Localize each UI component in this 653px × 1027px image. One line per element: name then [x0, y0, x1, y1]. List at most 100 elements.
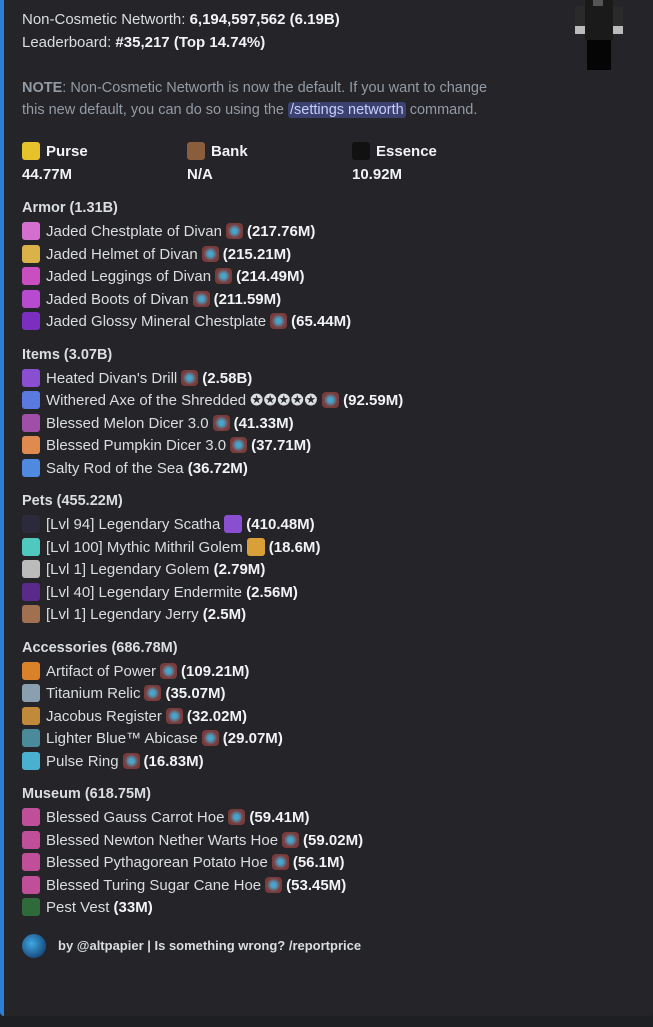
field-value: N/A: [187, 166, 213, 183]
section-title: Items (3.07B): [22, 346, 113, 363]
item-name: Blessed Turing Sugar Cane Hoe: [46, 876, 262, 894]
gemstone-icon: [270, 313, 288, 329]
item-name: Withered Axe of the Shredded: [46, 392, 247, 409]
item-icon: [22, 458, 40, 477]
field-name: Essence: [352, 141, 517, 163]
list-item: [Lvl 94] Legendary Scatha (410.48M): [22, 514, 653, 537]
item-value: (33M): [113, 899, 153, 916]
item-icon: [22, 368, 40, 387]
item-value: (29.07M): [222, 730, 283, 747]
item-name: [Lvl 1] Legendary Golem: [46, 561, 210, 578]
list-item: Jaded Leggings of Divan (214.49M): [22, 266, 653, 289]
section-title: Armor (1.31B): [22, 200, 118, 216]
item-icon: [22, 582, 40, 601]
networth-sections: Armor (1.31B) Jaded Chestplate of Divan (2…: [22, 196, 653, 920]
gemstone-icon: [230, 437, 248, 453]
item-icon: [22, 706, 40, 725]
list-item: [Lvl 40] Legendary Endermite (2.56M): [22, 582, 653, 605]
item-value: (37.71M): [251, 437, 312, 454]
gemstone-icon: [322, 392, 340, 408]
gemstone-icon: [271, 854, 289, 870]
field-name: Purse: [22, 141, 187, 163]
leaderboard-line: Leaderboard: #35,217 (Top 14.74%): [22, 33, 266, 51]
item-name: Jaded Boots of Divan: [46, 290, 189, 308]
item-icon: [22, 853, 40, 871]
item-name: Blessed Melon Dicer 3.0: [46, 414, 209, 432]
item-icon: [22, 560, 40, 578]
item-value: (215.21M): [222, 245, 292, 263]
footer-text: by @altpapier | Is something wrong? /rep…: [58, 938, 362, 953]
item-value: (18.6M): [268, 538, 321, 556]
footer-avatar-icon: [22, 933, 46, 958]
item-value: (2.79M): [213, 561, 266, 578]
item-value: (214.49M): [236, 268, 305, 285]
list-item: Jaded Boots of Divan (211.59M): [22, 289, 653, 312]
list-item: [Lvl 100] Mythic Mithril Golem (18.6M): [22, 537, 653, 560]
list-item: Withered Axe of the Shredded ✪✪✪✪✪ (92.59…: [22, 390, 653, 413]
item-value: (36.72M): [187, 459, 248, 477]
gemstone-icon: [192, 290, 210, 307]
section-title: Museum (618.75M): [22, 786, 151, 802]
summary-fields: Purse 44.77M Bank N/A Essence 10.92M: [22, 141, 653, 187]
networth-line: Non-Cosmetic Networth: 6,194,597,562 (6.…: [22, 11, 340, 28]
item-icon: [22, 289, 40, 308]
embed-footer: by @altpapier | Is something wrong? /rep…: [22, 933, 653, 958]
gemstone-icon: [201, 245, 219, 262]
item-name: [Lvl 1] Legendary Jerry: [46, 606, 199, 623]
item-icon: [22, 515, 40, 533]
item-value: (32.02M): [186, 707, 247, 725]
item-icon: [22, 537, 40, 556]
item-icon: [22, 413, 40, 432]
item-name: Artifact of Power: [46, 662, 157, 680]
item-value: (59.41M): [249, 809, 310, 826]
list-item: [Lvl 1] Legendary Golem (2.79M): [22, 559, 653, 582]
item-value: (109.21M): [181, 662, 250, 680]
list-item: [Lvl 1] Legendary Jerry (2.5M): [22, 604, 653, 627]
list-item: Blessed Melon Dicer 3.0 (41.33M): [22, 413, 653, 436]
item-icon: [22, 312, 40, 330]
settings-networth-command[interactable]: /settings networth: [288, 102, 406, 118]
item-value: (35.07M): [165, 685, 226, 702]
field-bank: Bank N/A: [187, 141, 352, 187]
list-item: Jaded Chestplate of Divan (217.76M): [22, 221, 653, 244]
gemstone-icon: [165, 707, 183, 724]
item-name: Jaded Helmet of Divan: [46, 245, 198, 263]
item-value: (2.58B): [202, 369, 253, 387]
list-item: Heated Divan's Drill (2.58B): [22, 368, 653, 391]
note-text: NOTE: Non-Cosmetic Networth is now the d…: [22, 80, 488, 118]
held-item-icon: [224, 515, 243, 533]
item-name: Pulse Ring: [46, 752, 119, 770]
item-icon: [22, 661, 40, 680]
item-name: Jaded Chestplate of Divan: [46, 223, 222, 240]
item-name: Pest Vest: [46, 899, 110, 916]
held-item-icon: [246, 537, 265, 556]
list-item: Blessed Pythagorean Potato Hoe (56.1M): [22, 852, 653, 875]
gemstone-icon: [265, 876, 283, 893]
item-name: Heated Divan's Drill: [46, 369, 178, 387]
item-name: [Lvl 100] Mythic Mithril Golem: [46, 538, 243, 556]
list-item: Jaded Helmet of Divan (215.21M): [22, 244, 653, 267]
item-value: (65.44M): [291, 313, 352, 330]
field-value: 44.77M: [22, 166, 73, 183]
gemstone-icon: [282, 831, 300, 848]
gemstone-icon: [160, 662, 178, 679]
list-item: Blessed Pumpkin Dicer 3.0 (37.71M): [22, 435, 653, 458]
item-icon: [22, 808, 40, 826]
gemstone-icon: [144, 685, 162, 701]
list-item: Pest Vest (33M): [22, 897, 653, 920]
item-icon: [22, 244, 40, 263]
list-item: Jaded Glossy Mineral Chestplate (65.44M): [22, 311, 653, 334]
list-item: Blessed Turing Sugar Cane Hoe (53.45M): [22, 875, 653, 898]
gemstone-icon: [122, 752, 140, 769]
list-item: Titanium Relic (35.07M): [22, 683, 653, 706]
item-icon: [22, 222, 40, 240]
item-name: Jaded Leggings of Divan: [46, 268, 212, 285]
item-icon: [22, 751, 40, 770]
item-value: (59.02M): [303, 831, 364, 849]
item-name: Lighter Blue™ Abicase: [46, 730, 198, 747]
item-value: (56.1M): [292, 854, 345, 871]
gemstone-icon: [212, 414, 230, 431]
item-name: Jacobus Register: [46, 707, 162, 725]
list-item: Artifact of Power (109.21M): [22, 661, 653, 684]
